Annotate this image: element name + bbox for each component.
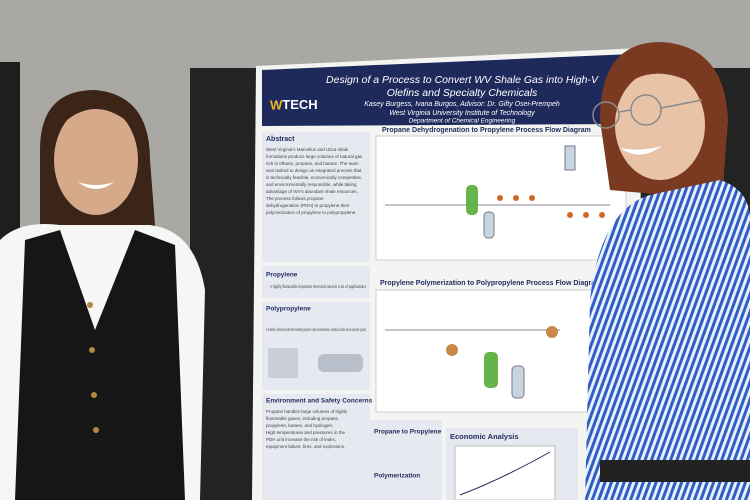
text-line: is technically feasible, economically co… xyxy=(266,175,362,180)
tank xyxy=(564,145,576,171)
department: Department of Chemical Engineering xyxy=(409,118,516,125)
text-line: equipment failure, fires, and explosions… xyxy=(266,444,345,449)
text-line: PDH unit increase the risk of leaks, xyxy=(266,437,336,442)
propylene-text: A highly flammable important chemical us… xyxy=(270,284,367,289)
logo: WTECH xyxy=(270,97,318,112)
text-line: High temperatures and pressures in the xyxy=(266,430,346,435)
text-line: formations produce large volumes of natu… xyxy=(266,154,363,159)
abstract-text: West Virginia's Marcellus and Utica shal… xyxy=(266,147,363,215)
safety-box xyxy=(262,394,370,500)
economic-curve xyxy=(459,451,551,496)
safety-heading: Environment and Safety Concerns xyxy=(266,398,373,405)
subtitle: Olefins and Specialty Chemicals xyxy=(387,87,538,99)
pfd2-title: Propylene Polymerization to Polypropylen… xyxy=(380,280,595,287)
left-person xyxy=(0,90,205,500)
car-image xyxy=(318,354,363,372)
polypropylene-text: A durable, chemical and heat-resistant p… xyxy=(266,327,366,332)
text-line: The process follows propane xyxy=(266,196,324,201)
text-line: flammable gases, including propane, xyxy=(266,416,339,421)
economic-heading: Economic Analysis xyxy=(450,432,519,441)
right-person xyxy=(585,42,750,500)
abstract-heading: Abstract xyxy=(266,136,295,143)
propylene-box xyxy=(262,266,370,298)
text-line: West Virginia's Marcellus and Utica shal… xyxy=(266,147,349,152)
ptp-box xyxy=(370,420,442,500)
title-band xyxy=(262,54,633,126)
logo-text: TECH xyxy=(282,97,317,112)
reactor xyxy=(466,185,478,215)
text-line: rich in ethane, propane, and butane. The… xyxy=(266,161,359,166)
safety-text: Propane handles large volumes of highly f… xyxy=(266,409,348,449)
pumps xyxy=(497,195,605,218)
text-line: polymerization of propylene to polypropy… xyxy=(266,210,357,215)
mixer xyxy=(446,344,458,356)
polymerization-heading: Polymerization xyxy=(374,473,420,480)
economic-chart xyxy=(454,445,556,500)
text-line: and environmentally responsible, while t… xyxy=(266,182,357,187)
pfd1-title: Propane Dehydrogenation to Propylene Pro… xyxy=(382,127,591,134)
title: Design of a Process to Convert WV Shale … xyxy=(326,74,599,86)
authors: Kasey Burgess, Ivana Burgos, Advisor: Dr… xyxy=(364,101,560,108)
institution: West Virginia University Institute of Te… xyxy=(389,110,535,117)
valve xyxy=(546,326,558,338)
reactor-2 xyxy=(484,352,498,388)
polypropylene-heading: Polypropylene xyxy=(266,306,311,313)
abstract-box xyxy=(262,132,370,262)
text-line: dehydrogenation (PDH) to propylene then xyxy=(266,203,350,208)
propylene-heading: Propylene xyxy=(266,272,298,279)
column xyxy=(483,211,495,239)
ptp-heading: Propane to Propylene xyxy=(374,429,442,436)
text-line: propylene, butane, and hydrogen. xyxy=(266,423,333,428)
separator xyxy=(511,365,525,399)
text-line: advantage of WV's abundant shale resourc… xyxy=(266,189,358,194)
product-icons xyxy=(268,348,298,378)
text-line: Propane handles large volumes of highly xyxy=(266,409,348,414)
text-line: was tasked to design an integrated proce… xyxy=(266,168,362,173)
pfd2-diagram xyxy=(375,289,627,413)
